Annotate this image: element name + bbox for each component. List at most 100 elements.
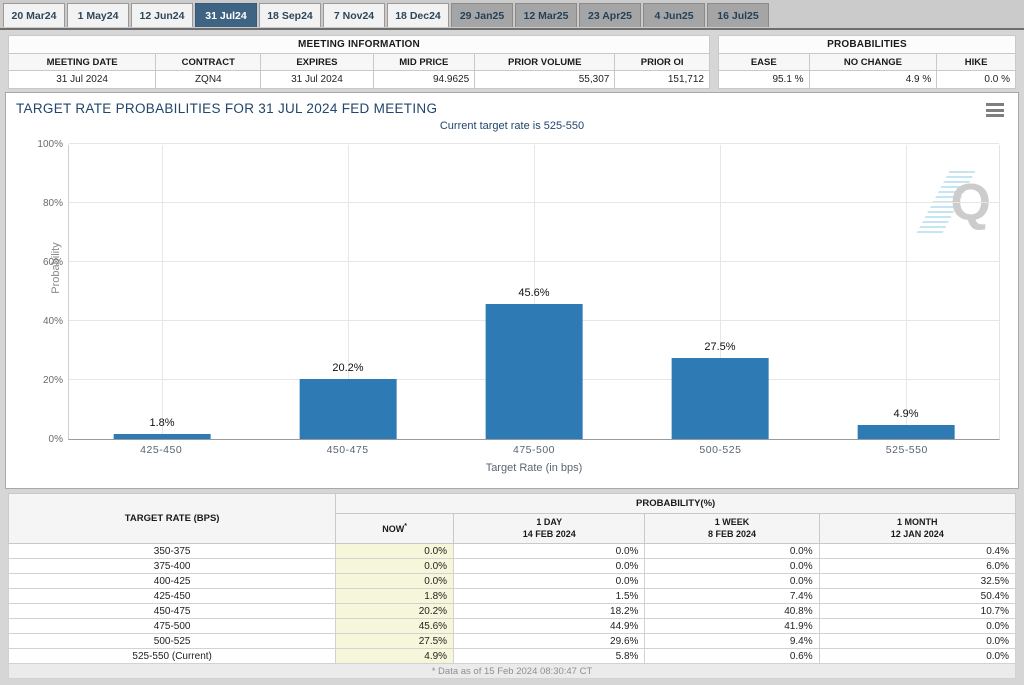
probability-history-section: TARGET RATE (BPS) PROBABILITY(%) NOW* 1 … [7,493,1017,679]
probabilities-summary-table: PROBABILITIES EASE NO CHANGE HIKE 95.1 %… [718,35,1016,89]
target-rate-cell: 425-450 [7,588,337,604]
col-header-1-month: 1 MONTH 12 JAN 2024 [818,513,1017,544]
probability-cell: 0.0% [453,558,646,574]
expires-value: 31 Jul 2024 [260,70,374,89]
probability-cell: 6.0% [818,558,1017,574]
bar-425-450 [113,433,211,439]
chart-menu-icon[interactable] [986,103,1006,119]
probability-cell: 0.4% [818,543,1017,559]
table-row: 350-375 0.0% 0.0% 0.0% 0.4% [7,543,1017,559]
plot-area: Q 1.8% 20.2% 45.6% 27.5% 4.9% [37,139,1000,445]
x-tick: 475-500 [512,444,556,456]
probability-cell: 0.0% [644,543,820,559]
probabilities-header-row: EASE NO CHANGE HIKE [718,53,1016,71]
tab-12-mar25[interactable]: 12 Mar25 [515,3,577,27]
probability-cell: 32.5% [818,573,1017,589]
table-row: 400-425 0.0% 0.0% 0.0% 32.5% [7,573,1017,589]
col-header-ease: EASE [718,53,810,71]
bar-slot: 27.5% [627,145,813,439]
table-row: 375-400 0.0% 0.0% 0.0% 6.0% [7,558,1017,574]
tab-12-jun24[interactable]: 12 Jun24 [131,3,193,27]
meeting-date-value: 31 Jul 2024 [7,70,157,89]
hike-value: 0.0 % [936,70,1016,89]
x-tick: 525-550 [885,444,928,456]
y-tick: 80% [42,198,63,209]
probability-cell: 1.5% [453,588,646,604]
tab-1-may24[interactable]: 1 May24 [67,3,129,27]
meeting-info-title: MEETING INFORMATION [8,35,710,54]
ease-value: 95.1 % [718,70,810,89]
bar-slots: 1.8% 20.2% 45.6% 27.5% 4.9% [69,145,999,439]
col-header-no-change: NO CHANGE [808,53,938,71]
x-tick: 425-450 [140,444,183,456]
col-header-prior-volume: PRIOR VOLUME [474,53,616,71]
table-row: 450-475 20.2% 18.2% 40.8% 10.7% [7,603,1017,619]
col-header-meeting-date: MEETING DATE [7,53,157,71]
contract-value: ZQN4 [155,70,262,89]
bar-value-label: 27.5% [704,340,736,353]
bar-slot: 4.9% [813,145,999,439]
meeting-information-table: MEETING INFORMATION MEETING DATE CONTRAC… [7,35,710,89]
probability-cell: 0.0% [453,543,646,559]
prior-volume-value: 55,307 [474,70,616,89]
bar-chart: Probability Q 1.8% 20.2% 45.6% 27.5% [20,139,1008,490]
target-rate-cell: 500-525 [7,633,337,649]
bar-value-label: 4.9% [893,407,919,420]
probability-cell: 41.9% [644,618,820,634]
col-header-1-day: 1 DAY 14 FEB 2024 [453,513,646,544]
tab-18-dec24[interactable]: 18 Dec24 [387,3,449,27]
data-as-of-footnote: * Data as of 15 Feb 2024 08:30:47 CT [8,663,1016,679]
bar-450-475 [299,379,397,439]
probabilities-title: PROBABILITIES [718,35,1016,54]
col-header-expires: EXPIRES [260,53,374,71]
probability-table-body: 350-375 0.0% 0.0% 0.0% 0.4% 375-400 0.0% 0.0% 0.… [7,543,1017,664]
table-row: 500-525 27.5% 29.6% 9.4% 0.0% [7,633,1017,649]
probability-history-table: TARGET RATE (BPS) PROBABILITY(%) NOW* 1 … [7,493,1017,679]
top-summary-row: MEETING INFORMATION MEETING DATE CONTRAC… [7,35,1016,89]
y-tick: 40% [42,316,63,327]
bar-slot: 1.8% [69,145,255,439]
probability-cell: 9.4% [644,633,820,649]
probability-cell: 29.6% [453,633,646,649]
tab-4-jun25[interactable]: 4 Jun25 [643,3,705,27]
col-header-prior-oi: PRIOR OI [614,53,710,71]
tab-23-apr25[interactable]: 23 Apr25 [579,3,641,27]
probability-cell: 10.7% [818,603,1017,619]
tab-16-jul25[interactable]: 16 Jul25 [707,3,769,27]
bar-value-label: 1.8% [149,416,175,429]
mid-price-value: 94.9625 [372,70,476,89]
y-axis-label: Probability [50,242,62,294]
y-tick: 20% [42,375,63,386]
col-header-contract: CONTRACT [155,53,262,71]
tab-18-sep24[interactable]: 18 Sep24 [259,3,321,27]
col-header-hike: HIKE [936,53,1016,71]
probability-cell: 0.0% [818,633,1017,649]
meeting-info-header-row: MEETING DATE CONTRACT EXPIRES MID PRICE … [7,53,710,71]
probability-cell: 0.0% [818,618,1017,634]
probability-cell: 18.2% [453,603,646,619]
target-rate-cell: 475-500 [7,618,337,634]
bar-500-525 [671,357,769,439]
x-axis-title: Target Rate (in bps) [485,462,583,474]
tab-7-nov24[interactable]: 7 Nov24 [323,3,385,27]
probability-cell: 40.8% [644,603,820,619]
probability-cell: 50.4% [818,588,1017,604]
target-rate-cell: 375-400 [7,558,337,574]
bar-475-500 [485,304,583,439]
table-row: 525-550 (Current) 4.9% 5.8% 0.6% 0.0% [7,648,1017,664]
col-header-target-rate: TARGET RATE (BPS) [7,493,337,544]
target-rate-cell: 525-550 (Current) [7,648,337,664]
bar-value-label: 45.6% [518,287,550,300]
y-tick: 60% [42,257,63,268]
probability-cell: 0.0% [335,573,455,589]
tab-20-mar24[interactable]: 20 Mar24 [3,3,65,27]
x-tick: 500-525 [699,444,742,456]
probability-cell: 45.6% [335,618,455,634]
group-header-probability: PROBABILITY(%) [335,493,1016,514]
probability-cell: 4.9% [335,648,455,664]
no-change-value: 4.9 % [808,70,938,89]
prior-oi-value: 151,712 [614,70,710,89]
tab-31-jul24[interactable]: 31 Jul24 [195,3,257,27]
tab-29-jan25[interactable]: 29 Jan25 [451,3,513,27]
probability-cell: 27.5% [335,633,455,649]
